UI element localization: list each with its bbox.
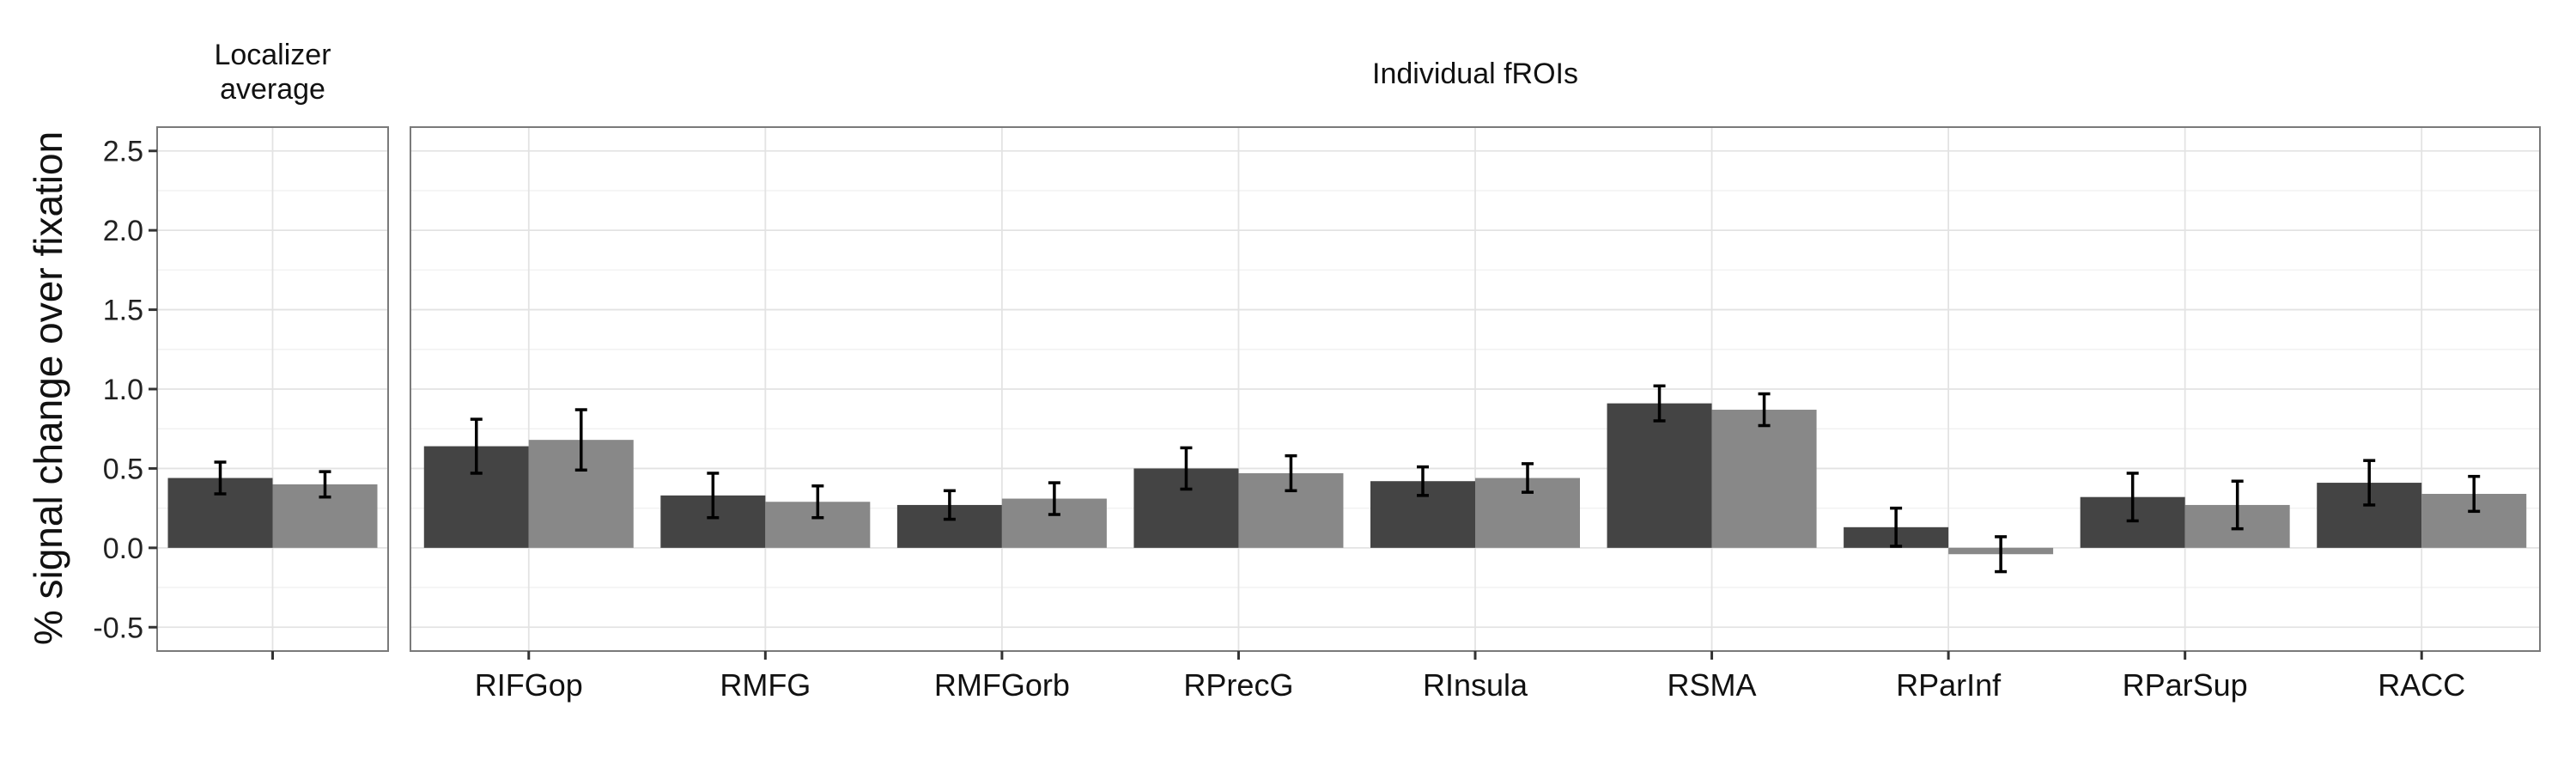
bar-RSMA-series-2: [1712, 410, 1817, 548]
x-tick-label-RInsula: RInsula: [1423, 667, 1528, 703]
strip-label: average: [220, 73, 325, 106]
y-tick-label: -0.5: [93, 612, 143, 644]
x-tick-label-RParInf: RParInf: [1896, 667, 2002, 703]
y-tick-label: 2.0: [103, 215, 143, 247]
x-tick-label-RParSup: RParSup: [2123, 667, 2248, 703]
x-tick-label-RACC: RACC: [2378, 667, 2465, 703]
y-tick-label: 1.5: [103, 295, 143, 327]
y-axis-title: % signal change over fixation: [26, 131, 70, 645]
y-tick-label: 1.0: [103, 374, 143, 406]
strip-label: Individual fROIs: [1372, 58, 1578, 90]
bar-RSMA-series-1: [1607, 404, 1712, 548]
x-tick-label-RMFG: RMFG: [720, 667, 811, 703]
x-tick-label-RIFGop: RIFGop: [475, 667, 583, 703]
y-tick-label: 2.5: [103, 136, 143, 168]
panel-1: RIFGop RMFG RMFGorb RPrecG RInsula RSMA RParIn…: [410, 58, 2540, 703]
y-tick-label: 0.0: [103, 533, 143, 565]
y-tick-label: 0.5: [103, 453, 143, 485]
x-tick-label-RPrecG: RPrecG: [1183, 667, 1293, 703]
x-tick-label-RMFGorb: RMFGorb: [934, 667, 1070, 703]
x-tick-label-RSMA: RSMA: [1668, 667, 1757, 703]
strip-label: Localizer: [214, 39, 331, 71]
